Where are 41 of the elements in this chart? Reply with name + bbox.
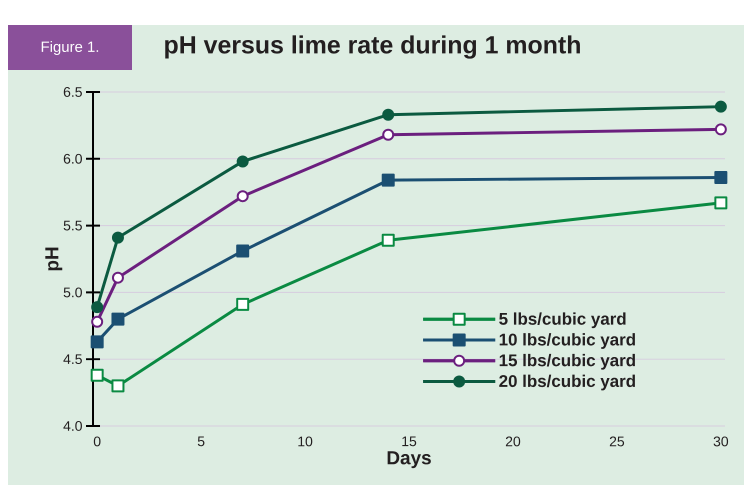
x-tick-label: 15 bbox=[402, 436, 416, 446]
point bbox=[382, 128, 394, 141]
x-tick-label: 20 bbox=[506, 436, 520, 446]
point bbox=[111, 379, 124, 392]
legend-label: 20 lbs/cubic yard bbox=[499, 374, 635, 390]
point bbox=[714, 100, 727, 113]
chart-title: pH versus lime rate during 1 month bbox=[165, 35, 580, 59]
point bbox=[236, 190, 249, 202]
point bbox=[382, 234, 395, 247]
point bbox=[714, 196, 728, 210]
point bbox=[236, 244, 250, 258]
point bbox=[91, 316, 104, 328]
legend-label: 10 lbs/cubic yard bbox=[500, 333, 635, 349]
x-tick-label: 5 bbox=[198, 436, 204, 446]
point bbox=[91, 301, 104, 314]
point bbox=[112, 272, 124, 284]
y-tick-label: 4.5 bbox=[63, 354, 82, 364]
x-axis-title: Days bbox=[388, 451, 431, 468]
x-tick-label: 0 bbox=[94, 436, 101, 446]
point bbox=[90, 335, 104, 348]
legend-label: 15 lbs/cubic yard bbox=[500, 354, 635, 370]
point bbox=[382, 108, 394, 121]
point bbox=[111, 312, 124, 326]
point bbox=[714, 123, 727, 136]
x-tick-label: 25 bbox=[610, 436, 624, 446]
point bbox=[236, 155, 249, 168]
point bbox=[112, 232, 124, 244]
point bbox=[714, 170, 728, 184]
x-tick-label: 10 bbox=[298, 436, 312, 446]
y-axis-title: pH bbox=[45, 248, 62, 270]
x-tick-label: 30 bbox=[714, 436, 728, 446]
point bbox=[236, 298, 250, 311]
y-tick-label: 4.0 bbox=[63, 421, 82, 431]
point bbox=[382, 174, 395, 187]
y-tick-label: 5.5 bbox=[64, 220, 82, 230]
y-tick-label: 6.5 bbox=[64, 87, 82, 97]
caption: Figure 1. bbox=[42, 41, 98, 55]
legend-label: 5 lbs/cubic yard bbox=[499, 312, 626, 328]
point bbox=[90, 368, 104, 382]
y-tick-label: 6.0 bbox=[64, 154, 82, 164]
y-tick-label: 5.0 bbox=[64, 287, 82, 298]
